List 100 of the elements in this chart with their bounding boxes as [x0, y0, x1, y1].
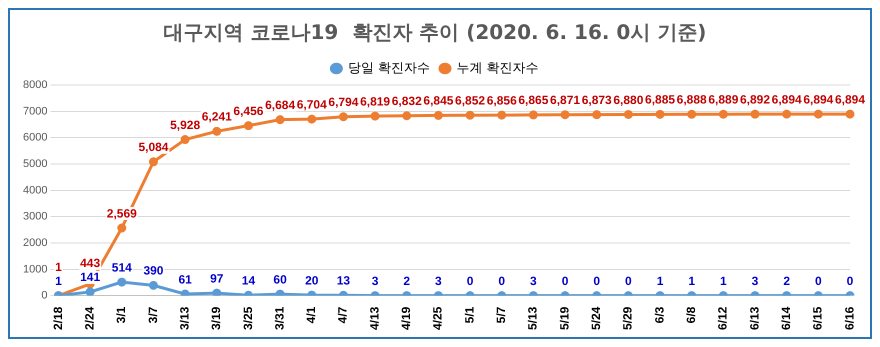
- point: [402, 111, 412, 120]
- x-tick-label: 4/13: [367, 306, 382, 330]
- point: [528, 110, 538, 120]
- data-label: 2: [403, 274, 410, 288]
- y-tick-label: 8000: [22, 79, 48, 92]
- x-tick-label: 3/7: [146, 306, 160, 324]
- data-label: 6,894: [803, 92, 834, 106]
- x-tick-label: 3/31: [272, 306, 286, 330]
- point: [718, 110, 728, 119]
- data-label: 6,241: [202, 110, 232, 124]
- point: [592, 110, 602, 120]
- data-label: 6,892: [740, 92, 770, 106]
- data-label: 6,852: [455, 94, 486, 108]
- data-label: 0: [625, 274, 632, 288]
- data-label: 20: [305, 273, 319, 288]
- x-tick-label: 5/7: [494, 306, 508, 324]
- chart-title: 대구지역 코로나19 확진자 추이 (2020. 6. 16. 0시 기준): [164, 20, 706, 44]
- data-label: 3: [530, 274, 538, 288]
- data-label: 141: [80, 270, 100, 284]
- point: [814, 110, 823, 119]
- legend-label: 당일 확진자수: [348, 60, 430, 76]
- x-tick-label: 6/15: [810, 306, 825, 330]
- point: [180, 135, 190, 144]
- data-label: 1: [688, 274, 696, 288]
- data-label: 443: [80, 256, 100, 270]
- y-tick-label: 5000: [22, 158, 48, 170]
- x-tick-label: 6/3: [652, 306, 666, 324]
- point: [656, 110, 665, 119]
- data-label: 0: [466, 274, 474, 288]
- data-label: 97: [210, 271, 224, 286]
- data-label: 6,845: [423, 94, 454, 108]
- point: [687, 110, 696, 119]
- y-tick-label: 3000: [22, 210, 48, 223]
- x-tick-label: 5/1: [462, 306, 476, 324]
- y-tick-label: 1000: [22, 263, 48, 276]
- x-tick-label: 5/13: [526, 306, 540, 330]
- x-tick-label: 4/25: [430, 306, 445, 330]
- data-label: 6,865: [518, 93, 549, 108]
- x-tick-label: 6/12: [716, 306, 730, 330]
- x-tick-label: 4/19: [399, 306, 414, 330]
- point: [750, 110, 760, 119]
- point: [434, 110, 443, 120]
- data-label: 6,704: [296, 97, 328, 112]
- data-label: 0: [593, 274, 600, 288]
- x-tick-label: 3/19: [209, 306, 224, 330]
- point: [497, 110, 506, 120]
- point: [846, 110, 854, 119]
- x-tick-label: 3/25: [240, 306, 255, 330]
- data-label: 60: [273, 272, 288, 286]
- data-label: 6,456: [233, 104, 264, 118]
- data-label: 6,684: [265, 98, 296, 112]
- data-label: 3: [372, 274, 379, 288]
- data-label: 2,569: [106, 206, 138, 220]
- data-label: 5,928: [170, 118, 200, 132]
- data-label: 13: [336, 274, 350, 288]
- data-label: 3: [752, 274, 759, 288]
- point: [466, 110, 475, 120]
- x-tick-label: 5/29: [620, 306, 635, 330]
- data-label: 14: [242, 274, 256, 288]
- data-label: 6,894: [834, 92, 866, 106]
- data-label: 6,888: [676, 92, 708, 107]
- data-label: 0: [562, 274, 569, 288]
- point: [86, 287, 95, 296]
- x-tick-label: 2/18: [50, 306, 65, 330]
- data-label: 1: [656, 274, 664, 288]
- x-tick-label: 6/8: [684, 306, 698, 324]
- x-tick-label: 5/24: [589, 306, 604, 330]
- data-label: 5,084: [138, 140, 169, 154]
- y-tick-label: 6000: [22, 132, 48, 144]
- x-tick-label: 3/13: [177, 306, 192, 330]
- data-label: 6,819: [360, 94, 390, 108]
- data-label: 0: [498, 274, 506, 288]
- data-label: 2: [783, 274, 790, 288]
- point: [212, 288, 222, 296]
- point: [782, 110, 792, 119]
- point: [624, 110, 633, 119]
- y-tick-label: 0: [41, 290, 48, 302]
- point: [244, 121, 253, 130]
- legend-label: 누계 확진자수: [456, 60, 539, 76]
- x-tick-label: 2/24: [82, 306, 96, 330]
- data-label: 6,873: [582, 92, 612, 107]
- data-label: 61: [178, 272, 192, 286]
- data-label: 6,794: [328, 95, 359, 110]
- point: [560, 110, 570, 120]
- data-label: 6,894: [772, 92, 802, 106]
- x-tick-label: 4/7: [336, 306, 350, 324]
- data-label: 6,832: [392, 94, 422, 108]
- point: [117, 224, 126, 232]
- point: [148, 157, 158, 166]
- data-label: 0: [846, 274, 854, 288]
- x-tick-label: 3/1: [114, 306, 128, 324]
- point: [370, 112, 380, 121]
- data-label: 6,885: [645, 92, 676, 107]
- x-tick-label: 6/14: [778, 306, 793, 330]
- data-label: 6,856: [486, 93, 518, 108]
- x-tick-label: 6/16: [842, 306, 856, 330]
- data-label: 6,880: [613, 92, 644, 107]
- data-label: 6,871: [550, 93, 580, 108]
- data-label: 1: [55, 260, 62, 274]
- point: [212, 126, 222, 136]
